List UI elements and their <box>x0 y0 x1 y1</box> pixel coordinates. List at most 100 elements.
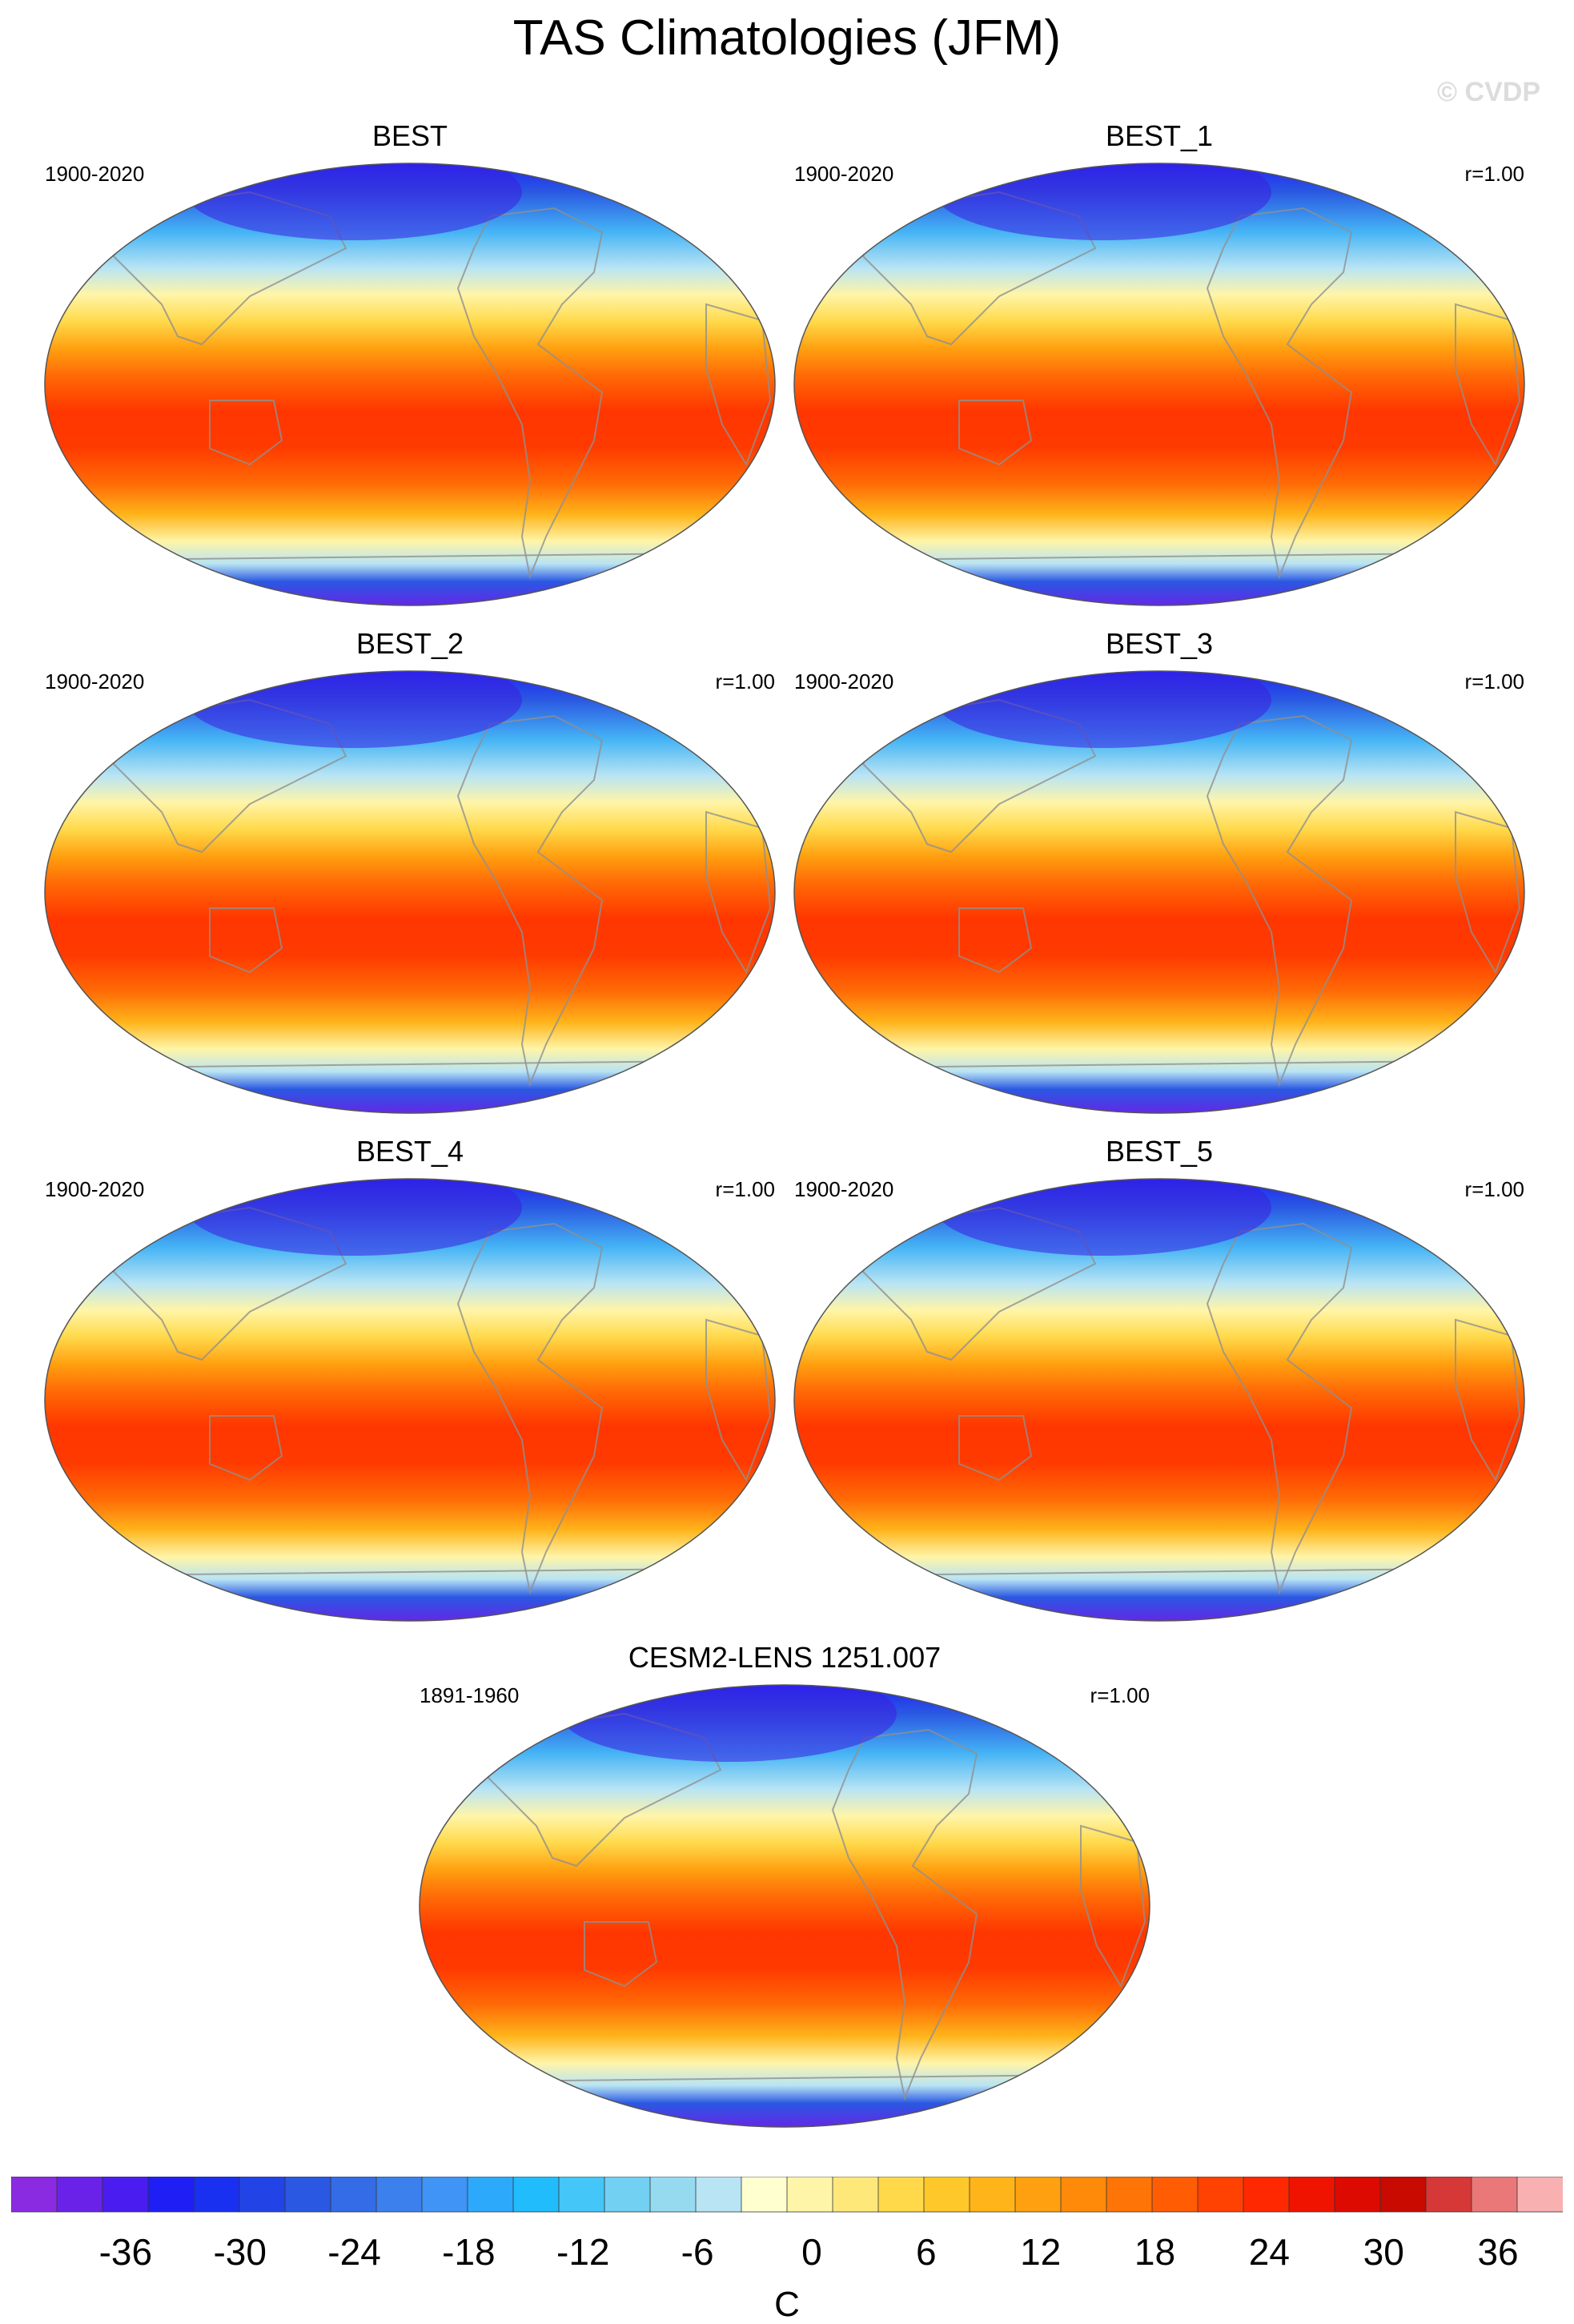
coastline <box>209 907 283 974</box>
map-panel: BEST_2 1900-2020 r=1.00 <box>42 627 778 1114</box>
panel-title: BEST_5 <box>1105 1135 1214 1168</box>
coastline <box>958 1415 1033 1482</box>
colorbar-swatch <box>467 2177 514 2213</box>
coastline <box>584 1921 658 1988</box>
colorbar-swatch <box>604 2177 651 2213</box>
panel-title: BEST_1 <box>1105 119 1214 152</box>
coastline <box>420 2073 1150 2127</box>
figure-title: TAS Climatologies (JFM) <box>512 10 1062 66</box>
coastline <box>45 1059 775 1113</box>
colorbar-swatch <box>741 2177 788 2213</box>
colorbar-tick-label: 0 <box>801 2231 822 2273</box>
colorbar-tick-label: 30 <box>1363 2231 1404 2273</box>
colorbar-swatch <box>1106 2177 1153 2213</box>
colorbar-tick-label: 12 <box>1020 2231 1061 2273</box>
panel-correlation: r=1.00 <box>1464 162 1524 186</box>
colorbar-swatch <box>1060 2177 1107 2213</box>
colorbar-tick-label: 6 <box>916 2231 937 2273</box>
colorbar-swatch <box>1471 2177 1518 2213</box>
map-panel: BEST_4 1900-2020 r=1.00 <box>42 1135 778 1622</box>
world-map <box>793 163 1525 606</box>
coastline <box>1206 207 1353 580</box>
panel-title: CESM2-LENS 1251.007 <box>628 1641 942 1674</box>
coastline <box>209 1415 283 1482</box>
panel-correlation: r=1.00 <box>1090 1683 1150 1707</box>
cvdp-watermark: © CVDP <box>1437 77 1540 107</box>
coastline <box>456 207 604 580</box>
panel-period: 1891-1960 <box>420 1683 520 1707</box>
world-map <box>419 1684 1150 2128</box>
colorbar-swatch <box>969 2177 1016 2213</box>
colorbar-swatch <box>1516 2177 1563 2213</box>
map-panel: BEST_3 1900-2020 r=1.00 <box>791 627 1528 1114</box>
colorbar-swatch <box>147 2177 195 2213</box>
colorbar-tick-label: 24 <box>1249 2231 1290 2273</box>
coastline <box>831 1728 978 2101</box>
colorbar-tick-label: 18 <box>1134 2231 1175 2273</box>
colorbar-swatch <box>1014 2177 1062 2213</box>
colorbar-swatch <box>1379 2177 1427 2213</box>
coastline <box>794 1566 1524 1621</box>
colorbar-tick-label: -6 <box>681 2231 714 2273</box>
colorbar-swatch <box>239 2177 286 2213</box>
colorbar-swatch <box>923 2177 970 2213</box>
coastline <box>794 1059 1524 1113</box>
colorbar-swatch <box>1288 2177 1335 2213</box>
map-panel: CESM2-LENS 1251.007 1891-1960 r=1.00 <box>416 1641 1153 2128</box>
coastline <box>1206 714 1353 1088</box>
panel-correlation: r=1.00 <box>1464 669 1524 694</box>
coastline <box>958 400 1033 466</box>
colorbar-swatch <box>56 2177 103 2213</box>
coastline <box>45 551 775 605</box>
world-map <box>44 163 776 606</box>
colorbar-swatch <box>786 2177 833 2213</box>
world-map <box>793 670 1525 1114</box>
panel-title: BEST_2 <box>355 627 464 660</box>
colorbar: -36 -30 -24 -18 -12 -6 0 6 12 18 24 30 36 <box>11 2177 1563 2273</box>
panel-period: 1900-2020 <box>45 162 145 186</box>
map-panel: BEST 1900-2020 <box>42 119 778 606</box>
colorbar-tick-label: -18 <box>442 2231 495 2273</box>
colorbar-swatch <box>1425 2177 1472 2213</box>
colorbar-swatch <box>512 2177 560 2213</box>
panel-period: 1900-2020 <box>794 162 894 186</box>
colorbar-swatch <box>330 2177 377 2213</box>
colorbar-swatch <box>421 2177 468 2213</box>
colorbar-swatch <box>877 2177 925 2213</box>
panel-period: 1900-2020 <box>794 669 894 694</box>
colorbar-swatch <box>1243 2177 1290 2213</box>
coastline <box>794 551 1524 605</box>
panel-period: 1900-2020 <box>45 669 145 694</box>
colorbar-swatch <box>649 2177 697 2213</box>
colorbar-swatch <box>1197 2177 1244 2213</box>
colorbar-swatch <box>375 2177 423 2213</box>
coastline <box>209 400 283 466</box>
panel-correlation: r=1.00 <box>1464 1177 1524 1201</box>
colorbar-swatch <box>1151 2177 1199 2213</box>
panel-title: BEST <box>371 119 448 152</box>
colorbar-swatch <box>558 2177 605 2213</box>
world-map <box>793 1178 1525 1622</box>
colorbar-swatch <box>102 2177 149 2213</box>
colorbar-swatch <box>1334 2177 1381 2213</box>
world-map <box>44 1178 776 1622</box>
colorbar-tick-label: -30 <box>213 2231 266 2273</box>
colorbar-tick-label: -36 <box>99 2231 152 2273</box>
colorbar-tick-label: -12 <box>556 2231 609 2273</box>
panel-title: BEST_3 <box>1105 627 1214 660</box>
panel-correlation: r=1.00 <box>715 669 775 694</box>
panel-title: BEST_4 <box>355 1135 464 1168</box>
colorbar-swatch <box>11 2177 58 2213</box>
colorbar-swatch <box>193 2177 240 2213</box>
map-panel: BEST_5 1900-2020 r=1.00 <box>791 1135 1528 1622</box>
world-map <box>44 670 776 1114</box>
colorbar-swatch <box>695 2177 742 2213</box>
panel-period: 1900-2020 <box>45 1177 145 1201</box>
colorbar-unit: C <box>774 2285 800 2324</box>
colorbar-swatch <box>832 2177 879 2213</box>
panel-correlation: r=1.00 <box>715 1177 775 1201</box>
map-panel: BEST_1 1900-2020 r=1.00 <box>791 119 1528 606</box>
colorbar-tick-label: -24 <box>327 2231 380 2273</box>
colorbar-tick-label: 36 <box>1477 2231 1518 2273</box>
coastline <box>1206 1222 1353 1595</box>
